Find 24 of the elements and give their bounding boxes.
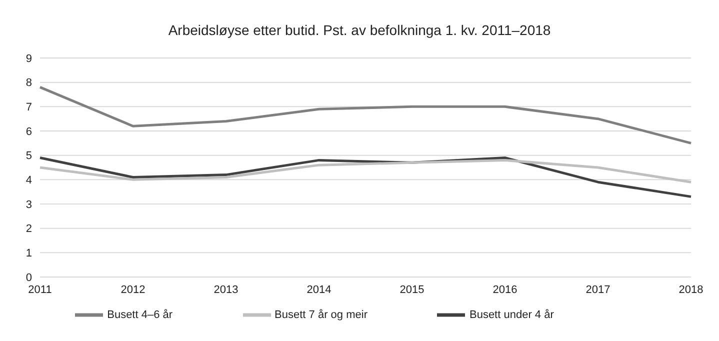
y-tick-label: 1 xyxy=(26,248,32,260)
line-series xyxy=(38,158,692,184)
x-tick-label: 2016 xyxy=(492,284,518,296)
y-tick-label: 4 xyxy=(26,174,32,187)
y-tick-label: 3 xyxy=(26,198,32,211)
x-tick-label: 2015 xyxy=(400,284,424,296)
line-series xyxy=(38,86,692,144)
x-tick-label: 2014 xyxy=(306,284,332,296)
y-tick-label: 6 xyxy=(26,126,32,138)
x-tick-label: 2018 xyxy=(678,284,704,296)
y-tick-label: 9 xyxy=(26,52,32,65)
x-tick-label: 2013 xyxy=(214,284,238,296)
x-tick-label: 2012 xyxy=(120,284,146,296)
legend-label: Busett 4–6 år xyxy=(107,308,173,321)
y-tick-label: 7 xyxy=(26,102,32,114)
y-tick-label: 5 xyxy=(26,150,32,162)
legend-label: Busett 7 år og meir xyxy=(274,308,368,321)
y-tick-label: 8 xyxy=(26,77,32,90)
x-tick-label: 2011 xyxy=(28,284,52,296)
y-tick-label: 2 xyxy=(26,223,32,236)
y-tick-label: 0 xyxy=(26,272,32,284)
x-tick-label: 2017 xyxy=(586,284,610,296)
chart-title: Arbeidsløyse etter butid. Pst. av befolkninga 1. kv. 2011–2018 xyxy=(167,21,552,40)
legend-label: Busett under 4 år xyxy=(469,308,554,321)
